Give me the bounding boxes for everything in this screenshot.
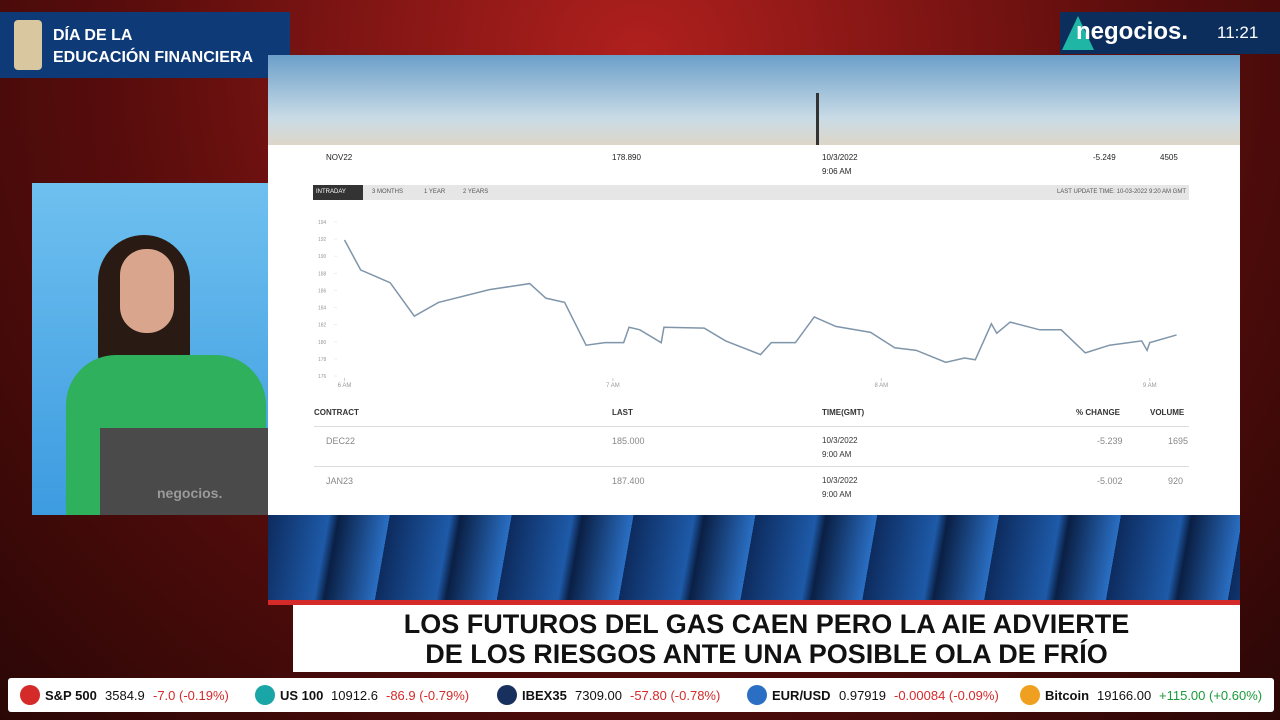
x-tick-label: 7 AM bbox=[606, 383, 620, 389]
y-tick-label: 184 bbox=[318, 306, 327, 312]
table-cell: 187.400 bbox=[612, 476, 645, 486]
headline-rule bbox=[268, 600, 1240, 605]
ticker-name: IBEX35 bbox=[522, 688, 567, 703]
headline-box bbox=[293, 605, 1240, 672]
headline-line: DE LOS RIESGOS ANTE UNA POSIBLE OLA DE F… bbox=[425, 639, 1108, 669]
ticker-change: -57.80 (-0.78%) bbox=[630, 688, 721, 703]
volume: 4505 bbox=[1160, 153, 1178, 162]
ticker-change: -86.9 (-0.79%) bbox=[386, 688, 470, 703]
ticker-icon bbox=[1020, 685, 1040, 705]
ticker-icon bbox=[747, 685, 767, 705]
screen bbox=[268, 55, 1240, 605]
table-cell: JAN23 bbox=[326, 476, 354, 486]
y-tick-label: 182 bbox=[318, 323, 327, 329]
badge-icon bbox=[14, 20, 42, 70]
ticker-value: 3584.9 bbox=[105, 688, 145, 703]
table-cell: 1695 bbox=[1168, 436, 1189, 446]
strip bbox=[268, 515, 1240, 605]
tabs-bar bbox=[313, 185, 1189, 200]
ticker-change: -7.0 (-0.19%) bbox=[153, 688, 229, 703]
table-cell: 185.000 bbox=[612, 436, 645, 446]
tab: INTRADAY bbox=[316, 189, 346, 195]
row-line bbox=[314, 426, 1189, 427]
y-tick-label: 180 bbox=[318, 340, 327, 346]
row-line bbox=[314, 466, 1189, 467]
table-cell: 10/3/2022 bbox=[822, 476, 858, 485]
last: 178.890 bbox=[612, 153, 641, 162]
clock: 11:21 bbox=[1217, 23, 1259, 42]
presenter-panel: negocios. bbox=[32, 183, 268, 515]
y-tick-label: 194 bbox=[318, 220, 327, 226]
last-update: LAST UPDATE TIME: 10-03-2022 9:20 AM GMT bbox=[1056, 189, 1186, 195]
channel-bar bbox=[1060, 12, 1280, 54]
y-tick-label: 188 bbox=[318, 271, 327, 277]
headline-line: LOS FUTUROS DEL GAS CAEN PERO LA AIE ADV… bbox=[403, 609, 1130, 639]
table-header: CONTRACT bbox=[314, 408, 359, 417]
ticker-change: +115.00 (+0.60%) bbox=[1159, 688, 1263, 703]
tab: 1 YEAR bbox=[424, 189, 446, 195]
table-header: VOLUME bbox=[1150, 408, 1185, 417]
table-cell: DEC22 bbox=[326, 436, 356, 446]
channel-logo: negocios. bbox=[1076, 18, 1189, 45]
ticker-value: 19166.00 bbox=[1097, 688, 1152, 703]
badge-line: DÍA DE LA bbox=[53, 27, 133, 44]
table-header: TIME(GMT) bbox=[822, 408, 865, 417]
ticker-name: S&P 500 bbox=[45, 688, 97, 703]
ticker-change: -0.00084 (-0.09%) bbox=[894, 688, 999, 703]
y-tick-label: 186 bbox=[318, 288, 327, 294]
x-tick-label: 9 AM bbox=[1143, 383, 1157, 389]
x-tick-label: 8 AM bbox=[874, 383, 888, 389]
laptop bbox=[100, 428, 268, 515]
tab-active bbox=[313, 185, 363, 200]
table-cell: 9:00 AM bbox=[822, 450, 852, 459]
ticker-value: 7309.00 bbox=[575, 688, 622, 703]
change: -5.249 bbox=[1093, 153, 1116, 162]
y-tick-label: 192 bbox=[318, 237, 327, 243]
tab: 3 MONTHS bbox=[372, 189, 404, 195]
ticker-name: EUR/USD bbox=[772, 688, 831, 703]
date: 10/3/2022 bbox=[822, 153, 858, 162]
table-header: % CHANGE bbox=[1076, 408, 1121, 417]
presenter-face bbox=[120, 249, 174, 333]
table-cell: -5.002 bbox=[1097, 476, 1123, 486]
channel-logo-mark bbox=[1062, 16, 1094, 50]
table-cell: -5.239 bbox=[1097, 436, 1123, 446]
y-tick-label: 190 bbox=[318, 254, 327, 260]
ticker-icon bbox=[255, 685, 275, 705]
antenna bbox=[816, 93, 819, 145]
ticker-icon bbox=[20, 685, 40, 705]
badge-line: EDUCACIÓN FINANCIERA bbox=[53, 49, 253, 66]
table-cell: 9:00 AM bbox=[822, 490, 852, 499]
laptop-logo: negocios. bbox=[157, 485, 223, 501]
badge bbox=[0, 12, 290, 78]
contract: NOV22 bbox=[326, 153, 353, 162]
ticker-icon bbox=[497, 685, 517, 705]
table-cell: 10/3/2022 bbox=[822, 436, 858, 445]
y-tick-label: 178 bbox=[318, 357, 327, 363]
time: 9:06 AM bbox=[822, 167, 852, 176]
table-cell: 920 bbox=[1168, 476, 1184, 486]
ticker-value: 10912.6 bbox=[331, 688, 378, 703]
ticker-bar bbox=[8, 678, 1274, 712]
ticker-value: 0.97919 bbox=[839, 688, 886, 703]
price-line bbox=[343, 239, 1177, 364]
tab: 2 YEARS bbox=[463, 189, 489, 195]
y-tick-label: 176 bbox=[318, 374, 327, 380]
table-header: LAST bbox=[612, 408, 633, 417]
x-tick-label: 6 AM bbox=[338, 383, 352, 389]
ticker-name: Bitcoin bbox=[1045, 688, 1090, 703]
ticker-name: US 100 bbox=[280, 688, 324, 703]
sky-banner bbox=[268, 55, 1240, 145]
